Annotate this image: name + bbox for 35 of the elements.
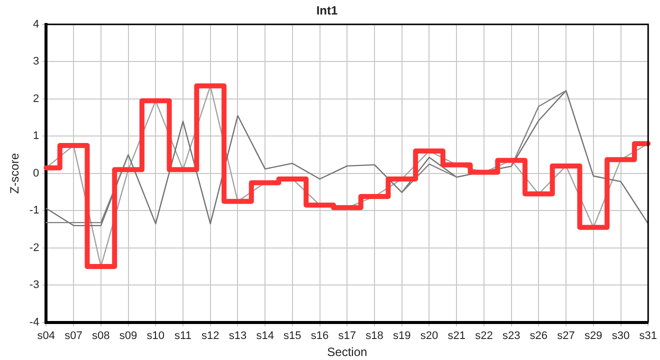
x-tick-label: s14 (256, 330, 274, 342)
x-tick-label: s27 (557, 330, 575, 342)
x-tick-label: s17 (338, 330, 356, 342)
y-tick-label: -1 (29, 204, 40, 217)
x-tick-label: s13 (228, 330, 247, 342)
x-tick-label: s10 (146, 330, 164, 342)
x-tick-label: s29 (584, 330, 602, 342)
y-tick-label: 3 (33, 56, 40, 68)
y-axis-title: Z-score (8, 152, 22, 194)
y-tick-label: 2 (33, 92, 40, 105)
x-tick-label: s09 (119, 330, 138, 342)
x-tick-label: s04 (37, 330, 56, 342)
x-tick-label: s19 (393, 330, 411, 342)
chart-title: Int1 (316, 4, 338, 18)
x-tick-label: s20 (420, 330, 438, 342)
x-tick-label: s15 (284, 330, 302, 342)
x-tick-label: s21 (448, 330, 466, 342)
x-tick-label: s08 (92, 330, 110, 342)
y-tick-label: -4 (29, 316, 40, 328)
x-tick-label: s31 (639, 330, 658, 342)
x-tick-label: s11 (174, 330, 192, 342)
x-tick-label: s26 (530, 330, 548, 342)
x-tick-label: s12 (201, 330, 220, 342)
y-tick-label: 0 (33, 167, 40, 180)
x-tick-label: s18 (366, 330, 384, 342)
x-tick-label: s16 (310, 330, 329, 342)
x-tick-label: s07 (64, 330, 82, 342)
x-tick-label: s22 (475, 330, 493, 342)
y-tick-label: 1 (33, 130, 40, 142)
x-tick-label: s30 (612, 330, 630, 342)
y-tick-label: 4 (33, 18, 40, 30)
y-tick-label: -2 (29, 242, 40, 254)
x-axis-title: Section (327, 345, 368, 360)
y-tick-label: -3 (29, 279, 40, 292)
x-tick-label: s23 (502, 330, 520, 342)
